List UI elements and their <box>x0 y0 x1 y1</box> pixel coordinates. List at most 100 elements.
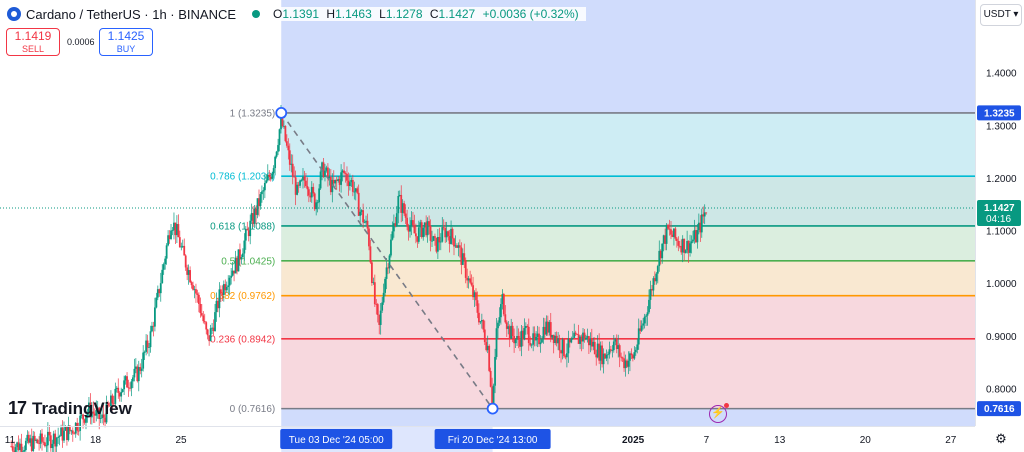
candle-body <box>101 414 104 419</box>
candle-body <box>436 236 439 252</box>
candle-body <box>595 354 598 358</box>
candle-body <box>290 163 293 165</box>
candle-body <box>338 179 341 185</box>
fib-trend-line[interactable] <box>280 112 494 410</box>
candle-body <box>403 203 406 214</box>
candle-body <box>227 285 230 288</box>
candle-body <box>244 229 247 241</box>
candle-body <box>145 340 148 352</box>
candle-body <box>167 235 170 246</box>
candle-body <box>212 327 215 332</box>
candle-body <box>299 180 301 186</box>
candle-body <box>500 304 502 318</box>
candle-body <box>428 221 430 226</box>
candle-body <box>202 315 205 322</box>
candle-body <box>215 300 218 313</box>
candle-body <box>197 294 200 304</box>
candle-body <box>107 402 109 406</box>
candle-body <box>268 174 271 177</box>
candle-body <box>278 129 281 146</box>
change-value: +0.0036 (+0.32%) <box>482 7 579 21</box>
candle-body <box>318 188 321 203</box>
candle-body <box>55 437 58 447</box>
candle-body <box>186 267 189 275</box>
candle-body <box>580 336 583 342</box>
fib-anchor-handle-2[interactable] <box>486 402 499 415</box>
candle-body <box>180 246 183 248</box>
price-badge-bg <box>977 401 1021 417</box>
candle-body <box>208 335 211 342</box>
candle-body <box>586 336 589 338</box>
candle-body <box>218 289 221 309</box>
candle-body <box>695 230 697 243</box>
time-tick-label: 13 <box>774 435 786 446</box>
candle-body <box>121 389 124 392</box>
candle-body <box>574 332 577 335</box>
candle-body <box>599 345 602 361</box>
candle-body <box>183 245 186 256</box>
candle-body <box>414 233 417 237</box>
price-tick-label: 0.9000 <box>986 332 1017 343</box>
candle-body <box>420 222 423 238</box>
sell-button[interactable]: 1.1419 SELL <box>6 28 60 56</box>
candle-body <box>334 179 337 184</box>
price-badge-bg <box>977 105 1021 121</box>
candle-body <box>170 230 172 240</box>
candle-body <box>387 267 389 269</box>
price-tick-label: 1.3000 <box>986 121 1017 132</box>
candle-body <box>274 156 277 169</box>
candle-body <box>634 349 637 353</box>
currency-dropdown[interactable]: USDT ▾ <box>980 4 1022 26</box>
candle-body <box>195 289 197 294</box>
candle-body <box>302 176 304 181</box>
candle-body <box>347 180 350 187</box>
candle-body <box>365 220 367 223</box>
lightning-event-icon[interactable]: ⚡ <box>709 403 729 423</box>
buy-label: BUY <box>116 44 136 54</box>
fib-anchor-handle-1[interactable] <box>275 106 288 119</box>
fib-zone-0 <box>281 338 975 409</box>
candle-body <box>196 293 199 295</box>
settings-gear-icon[interactable]: ⚙ <box>995 431 1007 446</box>
candle-body <box>217 300 219 309</box>
buy-button[interactable]: 1.1425 BUY <box>99 28 153 56</box>
candle-body <box>472 285 474 298</box>
candle-body <box>130 381 133 389</box>
price-tick-label: 1.4000 <box>986 69 1017 80</box>
candle-body <box>177 224 180 238</box>
candle-body <box>671 234 674 237</box>
candle-body <box>233 270 235 274</box>
candle-body <box>58 436 61 437</box>
candle-body <box>139 367 142 371</box>
candle-body <box>626 360 628 367</box>
symbol-title[interactable]: Cardano / TetherUS · 1h · BINANCE <box>26 6 237 22</box>
candle-body <box>110 395 112 407</box>
candle-body <box>247 230 250 237</box>
candle-body <box>237 249 240 272</box>
candle-body <box>463 253 466 261</box>
candle-body <box>453 238 455 247</box>
candle-body <box>240 257 243 260</box>
candle-body <box>337 179 340 181</box>
candle-body <box>589 338 592 346</box>
candle-body <box>258 198 260 207</box>
candle-body <box>451 228 454 239</box>
candle-body <box>536 333 539 337</box>
candle-body <box>592 341 595 347</box>
candle-body <box>111 395 114 404</box>
candle-body <box>331 179 334 193</box>
candle-body <box>343 170 345 174</box>
candle-body <box>489 370 492 387</box>
candle-body <box>557 338 559 344</box>
candle-body <box>271 173 274 179</box>
candle-body <box>86 412 89 418</box>
candle-body <box>60 427 62 437</box>
range-start-label: Tue 03 Dec '24 05:00 <box>289 435 384 446</box>
candle-body <box>214 312 216 332</box>
fib-label-0.236: 0.236 (0.8942) <box>210 334 275 345</box>
candle-body <box>382 292 385 303</box>
candle-body <box>395 213 398 226</box>
price-badge-value: 1.1427 <box>984 203 1015 214</box>
candle-body <box>372 282 375 284</box>
